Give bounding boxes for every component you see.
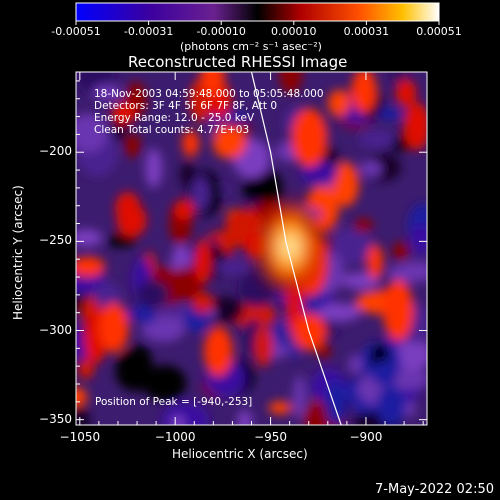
solar-limb-curve — [250, 72, 342, 425]
heatmap-cell — [143, 364, 187, 402]
heatmap-cell — [92, 84, 123, 101]
heatmap-cell — [376, 384, 406, 425]
heatmap-cell — [215, 258, 252, 275]
heatmap-cell — [180, 161, 195, 188]
heatmap-cell — [99, 302, 129, 353]
heatmap-cell — [395, 338, 427, 372]
heatmap-cell — [76, 113, 108, 153]
heatmap-cell — [76, 229, 103, 247]
heatmap-cell — [77, 358, 94, 380]
heatmap-cell — [170, 266, 204, 302]
heatmap-cell — [200, 72, 225, 96]
x-tick-label: −1000 — [154, 430, 196, 444]
colorbar-units: (photons cm⁻² s⁻¹ asec⁻²) — [180, 40, 322, 53]
x-tick-label: −950 — [254, 430, 288, 444]
heatmap-cell — [124, 133, 141, 158]
info-energy-range: Energy Range: 12.0 - 25.0 keV — [94, 112, 255, 124]
heatmap-cell — [348, 354, 363, 375]
heatmap-cell — [392, 241, 410, 262]
colorbar-tick-label: -0.00051 — [51, 25, 101, 38]
colorbar-tick-label: 0.00010 — [271, 25, 317, 38]
heatmap-cell — [194, 239, 211, 284]
heatmap-cell — [317, 303, 361, 322]
peak-position-label: Position of Peak = [-940,-253] — [95, 396, 253, 408]
colorbar-ticks — [75, 21, 440, 25]
heatmap-cell — [367, 244, 384, 280]
y-axis-label: Heliocentric Y (arcsec) — [11, 185, 25, 320]
heatmap-cell — [238, 270, 276, 308]
heatmap-cell — [318, 343, 331, 360]
heatmap-cell — [291, 108, 327, 168]
heatmap-cell — [358, 130, 397, 148]
heatmap-cell — [371, 360, 398, 386]
heatmap-cell — [410, 224, 427, 256]
y-tick-label: −300 — [39, 322, 72, 337]
heatmap-cell — [76, 256, 106, 277]
colorbar-tick-label: 0.00051 — [416, 25, 462, 38]
heatmap-cell — [395, 79, 417, 107]
colorbar-tick-label: 0.00031 — [343, 25, 390, 38]
heatmap-cell — [375, 107, 405, 120]
heatmap-cell — [136, 280, 169, 309]
heatmap-cell — [332, 161, 359, 207]
x-tick-label: −900 — [349, 430, 383, 444]
heatmap-cell — [325, 379, 346, 425]
heatmap — [76, 72, 427, 425]
heatmap-cell — [351, 72, 377, 114]
x-axis-label: Heliocentric X (arcsec) — [172, 447, 308, 461]
footer-timestamp: 7-May-2022 02:50 — [375, 482, 494, 497]
info-time-range: 18-Nov-2003 04:59:48.000 to 05:05:48.000 — [94, 88, 324, 100]
heatmap-cell — [268, 401, 292, 415]
colorbar — [75, 2, 440, 22]
y-tick-label: −250 — [39, 233, 72, 248]
heatmap-cell — [192, 292, 214, 314]
x-tick-label: −1050 — [59, 430, 101, 444]
heatmap-cell — [279, 72, 303, 94]
heatmap-cell — [403, 102, 427, 150]
heatmap-cell — [237, 409, 253, 425]
heatmap-cell — [158, 304, 187, 317]
y-tick-label: −200 — [39, 144, 72, 159]
heatmap-cell — [212, 126, 247, 159]
heatmap-cell — [106, 234, 137, 248]
heatmap-cell — [190, 176, 210, 212]
heatmap-cell — [293, 375, 306, 420]
y-tick-label: −350 — [39, 411, 72, 426]
heatmap-cell — [111, 102, 136, 125]
info-detectors: Detectors: 3F 4F 5F 6F 7F 8F, Att 0 — [94, 100, 278, 112]
heatmap-cell — [243, 168, 283, 208]
heatmap-cell — [353, 218, 374, 233]
heatmap-cell — [254, 325, 273, 367]
info-method: Clean Total counts: 4.77E+03 — [94, 124, 250, 136]
heatmap-cell — [359, 160, 383, 177]
chart-title: Reconstructed RHESSI Image — [128, 53, 348, 71]
heatmap-cell — [182, 129, 200, 157]
heatmap-cell — [388, 263, 423, 284]
heatmap-cell — [382, 279, 414, 341]
heatmap-cell — [401, 401, 416, 417]
heatmap-cell — [203, 326, 233, 377]
colorbar-tick-label: -0.00031 — [123, 25, 174, 38]
heatmap-cell — [174, 199, 195, 220]
heatmap-cell — [341, 272, 381, 290]
axis-ticks — [76, 72, 427, 425]
heatmap-cell — [329, 227, 374, 265]
heatmap-cell — [128, 343, 153, 392]
heatmap-cell — [115, 192, 141, 225]
heatmap-cell — [171, 415, 185, 425]
colorbar-tick-label: -0.00010 — [196, 25, 246, 38]
heatmap-cell — [145, 148, 163, 188]
heatmap-cell — [327, 89, 351, 117]
